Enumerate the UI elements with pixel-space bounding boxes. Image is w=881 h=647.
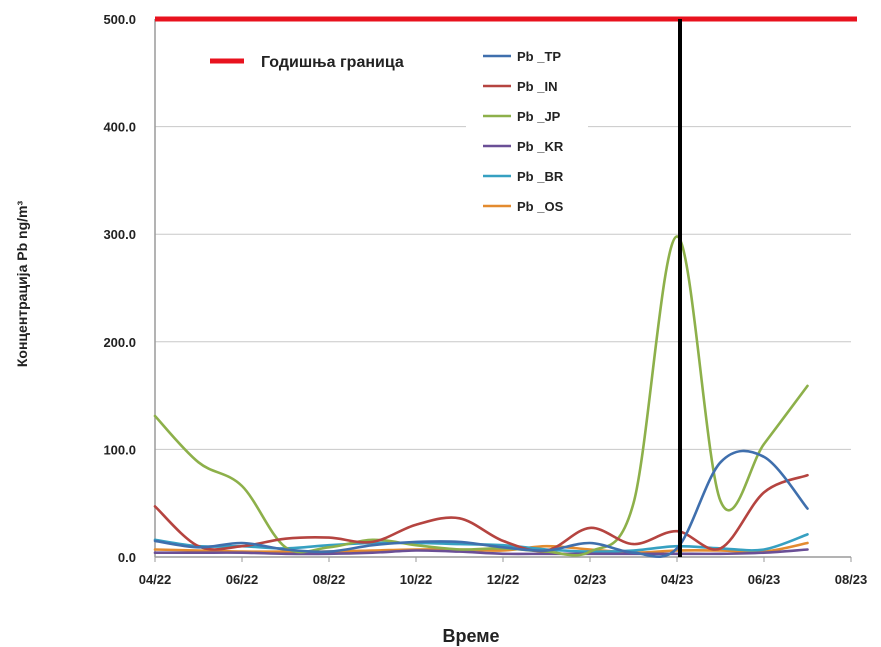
- limit-legend: Годишња граница: [210, 54, 404, 71]
- y-tick-label: 500.0: [103, 12, 136, 27]
- x-tick-label: 04/22: [139, 572, 172, 587]
- x-tick-label: 06/23: [748, 572, 781, 587]
- x-axis-title: Време: [442, 626, 499, 646]
- legend-background: [466, 43, 588, 221]
- limit-legend-label: Годишња граница: [261, 54, 404, 71]
- legend-label: Pb _IN: [517, 79, 557, 94]
- series-legend: Pb _TP Pb _IN Pb _JP Pb _KR Pb _BR Pb _OS: [466, 43, 588, 221]
- y-tick-labels: 0.0 100.0 200.0 300.0 400.0 500.0: [103, 12, 136, 565]
- x-tick-label: 10/22: [400, 572, 433, 587]
- x-tick-labels: 04/22 06/22 08/22 10/22 12/22 02/23 04/23 06/23…: [139, 572, 868, 587]
- legend-label: Pb _JP: [517, 109, 561, 124]
- x-tick-label: 08/22: [313, 572, 346, 587]
- y-tick-label: 400.0: [103, 120, 136, 135]
- legend-label: Pb _BR: [517, 169, 564, 184]
- y-axis-title: Концентрација Pb ng/m³: [14, 201, 30, 368]
- y-tick-label: 200.0: [103, 335, 136, 350]
- x-tick-label: 02/23: [574, 572, 607, 587]
- y-tick-label: 0.0: [118, 550, 136, 565]
- y-tick-label: 300.0: [103, 227, 136, 242]
- series-line-pbkr: [153, 548, 809, 556]
- legend-label: Pb _TP: [517, 49, 561, 64]
- x-tick-label: 04/23: [661, 572, 694, 587]
- axes: [154, 19, 852, 562]
- legend-label: Pb _OS: [517, 199, 564, 214]
- series-lines: [153, 235, 809, 558]
- legend-label: Pb _KR: [517, 139, 564, 154]
- series-line-pbtp: [153, 449, 809, 558]
- x-tick-label: 12/22: [487, 572, 520, 587]
- y-tick-label: 100.0: [103, 442, 136, 457]
- x-tick-label: 08/23: [835, 572, 868, 587]
- series-line-pbin: [153, 473, 809, 553]
- x-tick-label: 06/22: [226, 572, 259, 587]
